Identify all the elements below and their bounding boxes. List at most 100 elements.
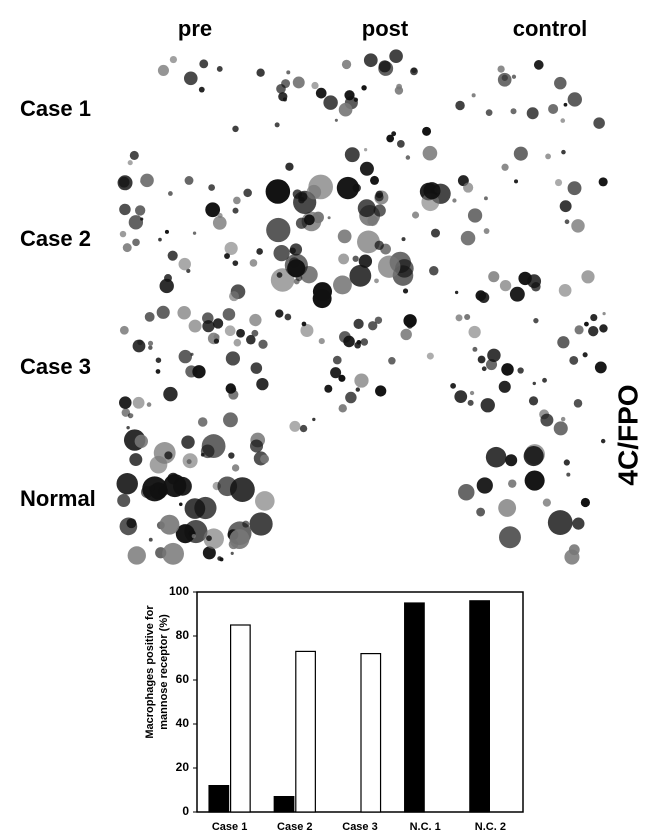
cell [242, 520, 250, 528]
cell [345, 391, 357, 404]
cell [388, 357, 396, 365]
cell [129, 413, 134, 418]
cell [352, 255, 359, 262]
cell [374, 240, 384, 251]
cell [132, 396, 145, 409]
cell [198, 86, 205, 93]
cell [258, 339, 268, 349]
cell [132, 238, 140, 247]
cell [148, 345, 153, 350]
cell [312, 417, 316, 422]
cell [232, 125, 239, 133]
cell [256, 377, 269, 391]
cell [545, 153, 551, 160]
cell [422, 145, 438, 161]
cell [582, 352, 588, 358]
cell [584, 321, 589, 327]
cell [301, 321, 307, 327]
cell [119, 517, 138, 536]
cell [163, 386, 178, 402]
bar [295, 650, 316, 813]
cell [355, 387, 360, 392]
cell [501, 363, 514, 376]
cell [336, 176, 360, 200]
cell [275, 309, 284, 318]
cell [249, 512, 273, 536]
cell [167, 250, 178, 261]
cell [318, 338, 325, 345]
cell [256, 248, 263, 255]
cell [121, 408, 131, 417]
bar [208, 784, 230, 813]
cell [159, 514, 180, 535]
cell [567, 92, 582, 107]
cell [148, 537, 153, 542]
cell [178, 502, 183, 507]
cell [312, 289, 332, 309]
cell [213, 333, 220, 340]
cell [298, 192, 308, 202]
cell [315, 87, 327, 99]
cell [508, 479, 517, 488]
cell [373, 204, 386, 217]
cell [265, 179, 291, 204]
cell [225, 351, 240, 366]
cell [563, 102, 568, 107]
cell [212, 216, 227, 230]
cell [284, 313, 292, 321]
cell [548, 103, 559, 114]
cell [481, 366, 487, 372]
cell [119, 325, 129, 335]
column-label: pre [178, 16, 212, 41]
bar [273, 795, 295, 813]
side-label: 4C/FPO [612, 384, 643, 485]
cell [200, 452, 205, 457]
cell [144, 311, 155, 322]
cell [505, 454, 518, 467]
cell [361, 85, 367, 91]
cell [140, 179, 145, 184]
cell [477, 355, 486, 364]
cell [401, 237, 406, 242]
cell [128, 215, 144, 230]
cell [223, 412, 238, 428]
cell [349, 264, 372, 287]
row-label: Case 3 [20, 354, 91, 379]
cell [256, 68, 265, 77]
cell [455, 100, 465, 111]
cell [182, 453, 198, 469]
cell [429, 266, 439, 276]
cell [129, 453, 143, 467]
cell [159, 278, 174, 294]
cell [255, 491, 275, 511]
cell [454, 290, 459, 295]
cell [276, 272, 283, 278]
cell [260, 454, 270, 464]
cell [412, 211, 420, 219]
cell [289, 243, 303, 256]
cell [513, 146, 528, 161]
cell [266, 217, 291, 243]
cell [569, 355, 579, 365]
cell [405, 155, 411, 160]
cell [148, 485, 155, 492]
cell [353, 97, 359, 102]
cell [129, 150, 139, 161]
cell [391, 131, 397, 137]
cell [250, 362, 263, 374]
cell [300, 323, 314, 337]
cell [149, 455, 168, 474]
cell [594, 361, 607, 374]
cell [487, 348, 501, 363]
cell [169, 55, 178, 64]
cell [217, 476, 238, 497]
cell [117, 175, 133, 191]
cell [510, 108, 517, 115]
cell [547, 510, 573, 535]
cell [224, 325, 236, 337]
cell [464, 313, 471, 320]
cell [567, 181, 582, 196]
cell [483, 228, 490, 234]
cell [590, 313, 598, 322]
cell [163, 474, 187, 498]
